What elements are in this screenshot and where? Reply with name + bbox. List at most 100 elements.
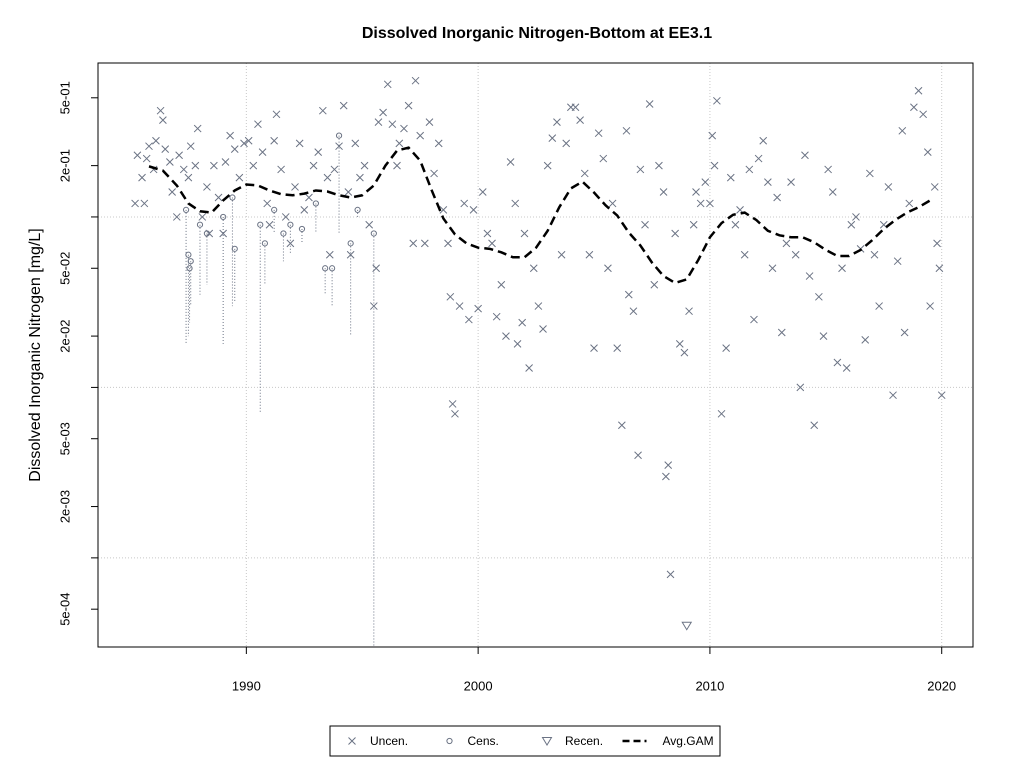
- x-marker: [448, 400, 457, 408]
- x-marker: [172, 213, 181, 221]
- x-marker: [666, 570, 675, 579]
- x-marker: [179, 165, 188, 174]
- x-marker: [534, 302, 543, 310]
- x-marker: [309, 161, 318, 170]
- x-tick-label: 1990: [232, 678, 261, 693]
- x-marker: [636, 165, 645, 174]
- x-marker: [641, 220, 649, 229]
- x-marker: [210, 161, 218, 170]
- x-marker: [325, 250, 334, 259]
- x-marker: [133, 151, 142, 160]
- circle-marker: [220, 213, 227, 221]
- x-marker: [613, 344, 622, 352]
- x-marker: [664, 461, 673, 469]
- y-tick-label: 5e-01: [57, 81, 72, 114]
- x-marker: [717, 409, 726, 418]
- triangle-marker: [681, 621, 693, 631]
- x-marker: [291, 183, 299, 191]
- x-marker: [622, 126, 631, 135]
- x-marker: [680, 348, 689, 357]
- x-marker: [768, 264, 777, 273]
- x-marker: [518, 318, 527, 327]
- circle-marker: [370, 230, 377, 237]
- x-marker: [740, 250, 749, 259]
- x-marker: [483, 229, 492, 238]
- x-marker: [645, 100, 654, 108]
- x-marker: [787, 178, 795, 187]
- x-marker: [372, 264, 380, 273]
- x-tick-label: 2010: [695, 678, 724, 693]
- gam-line: [148, 146, 931, 285]
- x-marker: [833, 358, 842, 367]
- circle-marker: [257, 221, 264, 228]
- x-marker: [866, 169, 874, 178]
- circle-marker: [347, 240, 354, 247]
- x-marker: [425, 118, 434, 126]
- y-tick-label: 5e-03: [57, 422, 72, 455]
- x-marker: [131, 199, 139, 208]
- x-marker: [675, 340, 684, 348]
- circle-marker: [185, 251, 192, 258]
- x-marker: [295, 139, 304, 148]
- x-marker: [594, 129, 603, 138]
- x-marker: [701, 178, 710, 187]
- x-marker: [175, 151, 183, 160]
- x-marker: [525, 364, 533, 372]
- x-marker: [455, 302, 464, 310]
- circle-marker: [187, 258, 194, 265]
- circle-marker: [446, 737, 453, 745]
- y-tick-label: 2e-01: [57, 149, 72, 182]
- x-marker: [898, 126, 907, 135]
- x-marker: [191, 161, 200, 170]
- x-marker: [810, 421, 819, 430]
- x-marker: [910, 103, 918, 112]
- x-marker: [773, 193, 781, 202]
- x-marker: [576, 116, 584, 124]
- x-marker: [914, 86, 923, 95]
- circle-marker: [329, 265, 336, 272]
- x-marker: [152, 136, 160, 145]
- x-marker: [203, 183, 211, 191]
- x-marker: [221, 158, 230, 166]
- circle-marker: [271, 206, 278, 213]
- x-marker: [696, 199, 705, 208]
- x-marker: [168, 188, 177, 196]
- x-marker: [478, 188, 487, 196]
- x-marker: [348, 737, 356, 745]
- x-marker: [842, 364, 851, 372]
- circle-marker: [203, 230, 211, 237]
- x-marker: [543, 161, 552, 170]
- x-marker: [360, 161, 369, 170]
- x-marker: [562, 139, 571, 148]
- x-marker: [585, 250, 594, 259]
- x-marker: [388, 120, 397, 129]
- x-marker: [166, 158, 174, 166]
- x-marker: [861, 336, 870, 344]
- x-marker: [571, 103, 580, 112]
- y-axis-title: Dissolved Inorganic Nitrogen [mg/L]: [27, 228, 44, 481]
- x-marker: [161, 145, 170, 153]
- x-marker: [383, 80, 392, 89]
- x-marker: [796, 383, 805, 392]
- x-marker: [184, 173, 193, 182]
- x-marker: [138, 173, 146, 182]
- x-marker: [893, 257, 902, 266]
- x-marker: [919, 110, 928, 119]
- x-marker: [650, 280, 659, 289]
- x-marker: [782, 239, 791, 248]
- x-marker: [219, 229, 228, 238]
- x-marker: [706, 199, 714, 208]
- x-marker: [469, 206, 478, 214]
- x-marker: [685, 307, 693, 316]
- x-marker: [777, 328, 786, 337]
- x-marker: [852, 213, 860, 221]
- x-marker: [819, 332, 828, 340]
- x-marker: [870, 250, 879, 259]
- x-marker: [884, 183, 893, 191]
- x-marker: [356, 173, 364, 182]
- x-marker: [726, 173, 735, 182]
- x-marker: [318, 106, 327, 115]
- circle-marker: [335, 132, 343, 139]
- x-marker: [272, 110, 281, 119]
- x-marker: [599, 154, 608, 163]
